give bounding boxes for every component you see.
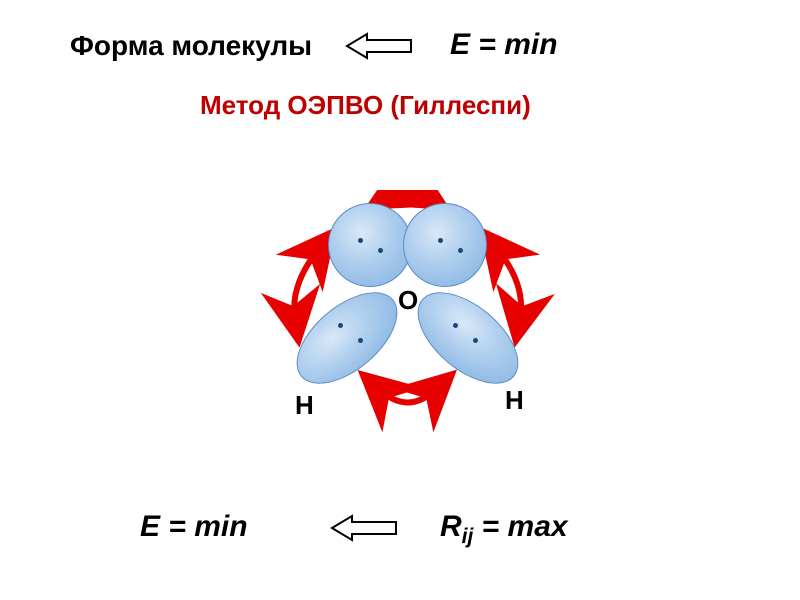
electron-dot bbox=[338, 323, 343, 328]
electron-dot bbox=[358, 238, 363, 243]
atom-label-h-left: H bbox=[295, 390, 314, 421]
orbital-lone-pair-2 bbox=[403, 203, 487, 287]
electron-dot bbox=[358, 338, 363, 343]
vsepr-diagram: O H H bbox=[240, 190, 560, 470]
electron-dot bbox=[438, 238, 443, 243]
bottom-left-e: E = min bbox=[140, 510, 248, 544]
bottom-right-r: Rij = max bbox=[440, 510, 568, 549]
title-left: Форма молекулы bbox=[70, 30, 312, 62]
electron-dot bbox=[378, 248, 383, 253]
atom-label-o: O bbox=[398, 285, 418, 316]
arrow-top-icon bbox=[345, 32, 415, 65]
arrow-bottom-icon bbox=[330, 514, 400, 547]
subtitle-method: Метод ОЭПВО (Гиллеспи) bbox=[200, 90, 531, 121]
orbital-lone-pair-1 bbox=[328, 203, 412, 287]
electron-dot bbox=[453, 323, 458, 328]
electron-dot bbox=[458, 248, 463, 253]
title-right-e: E = min bbox=[450, 28, 558, 62]
atom-label-h-right: H bbox=[505, 385, 524, 416]
electron-dot bbox=[473, 338, 478, 343]
